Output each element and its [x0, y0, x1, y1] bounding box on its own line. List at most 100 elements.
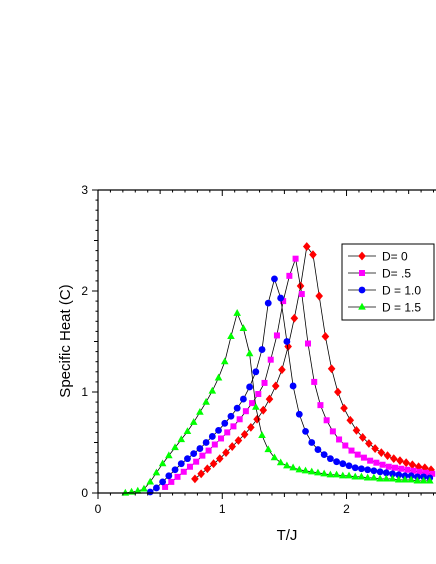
series-2-point — [280, 298, 287, 305]
legend-label: D= .5 — [382, 267, 411, 281]
series-4-point — [295, 465, 304, 473]
series-2-point — [323, 417, 330, 424]
series-1-point — [240, 430, 249, 439]
series-3-point — [339, 460, 347, 468]
series-4-point — [183, 427, 192, 434]
series-1-point — [215, 454, 224, 464]
series-4-point — [332, 470, 341, 478]
legend-marker — [359, 270, 365, 276]
series-4-point — [425, 476, 434, 484]
series-1-point — [365, 439, 373, 448]
series-2-point — [423, 469, 430, 476]
series-3-point — [239, 395, 247, 403]
series-2-point — [218, 435, 225, 442]
series-2-point — [273, 332, 280, 339]
series-4-point — [345, 471, 353, 479]
series-2 — [162, 255, 436, 490]
series-4-point — [165, 451, 173, 459]
x-axis-title: T/J — [277, 527, 298, 544]
series-1-point — [228, 442, 237, 451]
series-1-point — [321, 332, 330, 341]
series-4-point — [220, 357, 229, 365]
series-2-point — [391, 464, 398, 471]
series-1-point — [271, 381, 280, 391]
series-3-point — [364, 466, 372, 474]
series-2-point — [236, 416, 243, 423]
series-2-point — [205, 447, 212, 454]
series-2-point — [317, 402, 324, 409]
series-4-point — [177, 435, 186, 443]
series-3-point — [314, 446, 322, 453]
series-2-point — [348, 447, 355, 454]
series-4-point — [419, 476, 428, 484]
series-4-point — [370, 473, 378, 481]
series-4-point — [189, 418, 198, 425]
series-3-point — [351, 464, 359, 472]
series-4-point — [140, 484, 148, 492]
series-4-point — [339, 471, 347, 479]
series-1-point — [309, 250, 317, 260]
series-3-point — [376, 468, 384, 476]
legend-marker — [358, 286, 366, 294]
series-3-point — [153, 484, 160, 492]
y-tick-label: 3 — [81, 183, 88, 197]
series-4-point — [208, 386, 217, 394]
series-1-point — [265, 394, 274, 404]
legend-marker — [358, 302, 366, 310]
y-axis-title: Specific Heat (C) — [57, 284, 74, 397]
series-4-point — [357, 472, 366, 480]
series-1-point — [302, 242, 311, 251]
series-2-point — [267, 356, 274, 363]
series-4-point — [382, 474, 391, 482]
series-1-point — [209, 459, 218, 469]
series-4-point — [227, 332, 235, 340]
series-3-point — [258, 346, 266, 353]
y-tick-label: 0 — [81, 486, 88, 500]
series-3-point — [302, 427, 309, 435]
legend-entry: D = 1.5 — [348, 301, 421, 315]
series-2-point — [286, 272, 293, 279]
series-4-point — [407, 475, 415, 483]
series-4-point — [252, 402, 260, 410]
legend-label: D= 0 — [382, 250, 408, 264]
series-1-point — [278, 365, 286, 375]
series-2-point — [168, 478, 175, 485]
series-1-point — [352, 425, 361, 435]
series-1-point — [402, 458, 410, 468]
series-1-point — [191, 474, 199, 484]
series-3-point — [190, 450, 198, 458]
series-1-point — [203, 464, 212, 474]
series-3 — [146, 275, 434, 496]
series-2-point — [342, 442, 349, 449]
series-4-point — [394, 475, 403, 483]
series-1-point — [340, 403, 348, 413]
series-3-point — [283, 338, 291, 345]
series-4-point — [121, 488, 130, 496]
series-1-point — [346, 415, 355, 425]
series-1-point — [290, 313, 299, 323]
legend-marker — [358, 251, 366, 261]
series-2-point — [416, 468, 423, 475]
series-2-point — [249, 400, 256, 407]
series-2-point — [367, 457, 374, 464]
series-2-point — [311, 378, 318, 385]
series-4-point — [314, 468, 322, 476]
series-1-point — [315, 291, 323, 301]
series-1 — [191, 242, 435, 484]
legend-entry: D= .5 — [348, 267, 411, 281]
series-2-point — [162, 483, 169, 490]
series-3-point — [184, 455, 191, 463]
series-3-point — [370, 467, 378, 475]
series-4-point — [214, 373, 223, 381]
series-3-point — [227, 412, 235, 420]
series-1-point — [371, 444, 379, 453]
series-4-point — [363, 473, 372, 481]
series-3-point — [326, 455, 334, 463]
series-4-point — [320, 469, 328, 477]
series-3-point — [202, 439, 210, 446]
series-2-point — [261, 379, 268, 386]
series-4-point — [196, 408, 204, 415]
series-4-point — [146, 477, 154, 485]
series-2-point — [199, 452, 206, 459]
